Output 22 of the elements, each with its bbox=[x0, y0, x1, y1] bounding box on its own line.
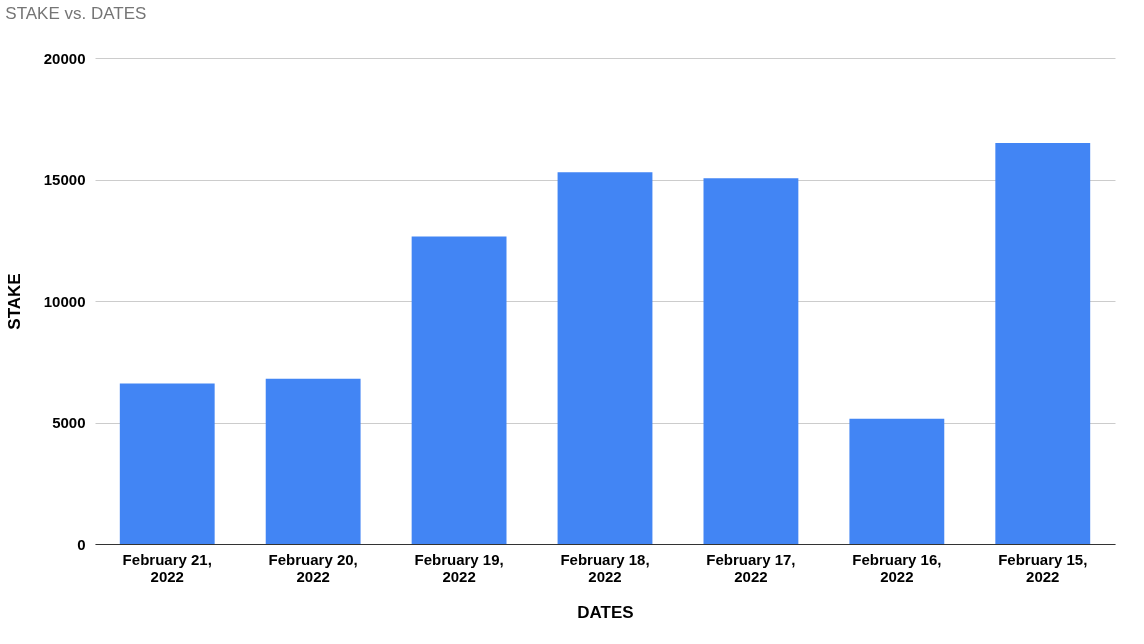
bar bbox=[995, 143, 1091, 544]
bar bbox=[557, 172, 653, 544]
y-axis-title: STAKE bbox=[4, 273, 24, 330]
y-tick-label: 10000 bbox=[43, 292, 86, 310]
y-tick-label: 20000 bbox=[43, 49, 86, 67]
bar bbox=[265, 378, 361, 544]
bar bbox=[119, 383, 215, 544]
bar bbox=[849, 418, 945, 544]
x-tick-label: February 19, 2022 bbox=[414, 550, 504, 585]
y-tick-label: 0 bbox=[77, 535, 86, 553]
x-tick-label: February 21, 2022 bbox=[122, 550, 212, 585]
x-tick-label: February 15, 2022 bbox=[998, 550, 1088, 585]
x-tick-label: February 18, 2022 bbox=[560, 550, 650, 585]
x-axis-title: DATES bbox=[577, 602, 634, 622]
y-tick-label: 15000 bbox=[43, 171, 86, 188]
y-tick-label: 5000 bbox=[52, 414, 86, 431]
bar bbox=[411, 236, 507, 544]
x-tick-label: February 17, 2022 bbox=[706, 550, 796, 585]
bar bbox=[703, 178, 799, 544]
x-tick-label: February 16, 2022 bbox=[852, 550, 942, 585]
chart-title: STAKE vs. DATES bbox=[5, 4, 147, 23]
x-tick-label: February 20, 2022 bbox=[268, 550, 358, 585]
